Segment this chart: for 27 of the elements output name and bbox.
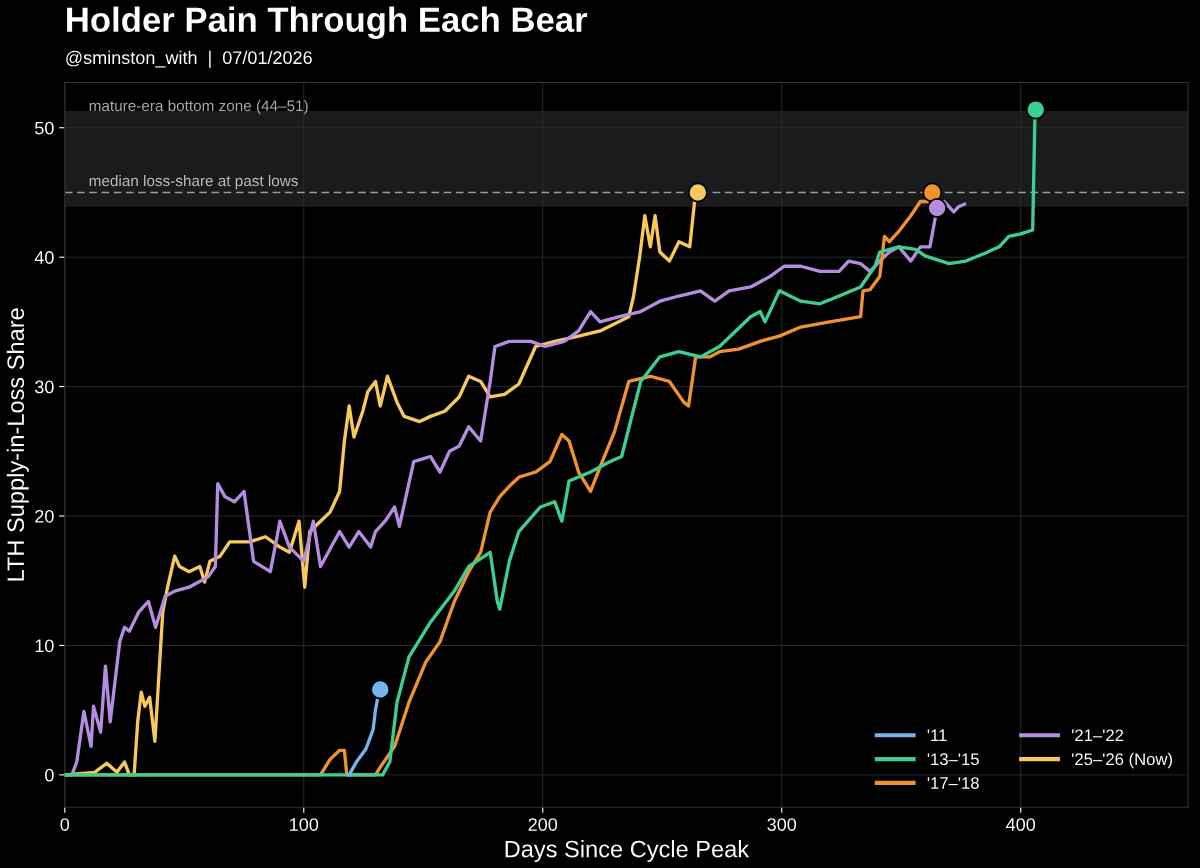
y-tick-label: 20 [35,509,54,523]
x-tick-label: 300 [767,818,797,831]
x-tick-label: 100 [290,818,319,831]
x-tick-label: 400 [1006,818,1036,831]
point [927,198,947,218]
y-tick-label: 10 [35,639,54,653]
point [687,182,708,203]
chart-title: Holder Pain Through Each Bear [67,6,588,40]
legend-label: '13–'15 [927,753,979,766]
y-tick-label: 40 [34,251,54,264]
legend-label: '25–'26 (Now) [1072,752,1172,769]
chart-subtitle: @sminston_with | 07/01/2026 [66,50,312,68]
point [1025,99,1046,120]
legend-label: '17–'18 [927,777,979,789]
legend-label: '11 [927,729,947,742]
y-tick-label: 50 [35,121,54,135]
ref-line-label: median loss-share at past lows [89,174,298,190]
y-tick-label: 0 [45,768,54,782]
band-label: mature-era bottom zone (44–51) [89,99,308,115]
x-tick-label: 0 [60,818,70,831]
x-axis-title: Days Since Cycle Peak [505,840,750,863]
y-axis-title: LTH Supply-in-Loss Share [6,308,29,581]
point [370,679,391,700]
y-tick-label: 30 [34,380,54,394]
legend-label: '21–'22 [1072,729,1124,742]
x-tick-label: 200 [528,818,558,831]
point [922,182,943,203]
